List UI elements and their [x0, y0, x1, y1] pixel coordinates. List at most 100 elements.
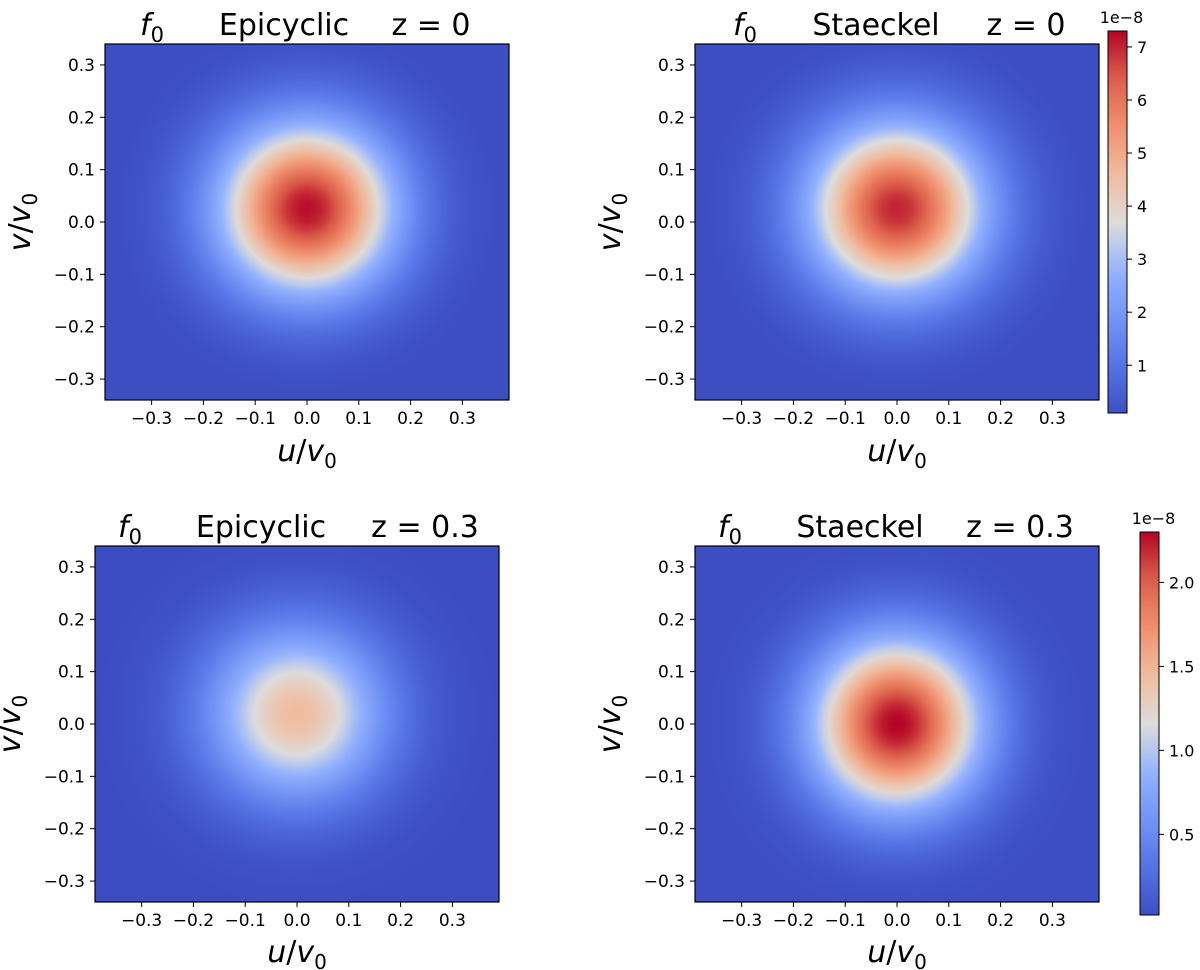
y-tick-label: −0.3	[644, 872, 685, 892]
x-tick-label: 0.0	[883, 911, 910, 931]
heatmap-area	[95, 546, 499, 902]
heatmap-density	[95, 546, 499, 902]
y-tick-label: 0.2	[658, 610, 685, 630]
panel-title-z: z = 0.3	[966, 510, 1074, 545]
x-axis-label: u/v0	[277, 434, 337, 473]
x-tick-label: −0.2	[773, 409, 814, 429]
panel-title-func: f0	[118, 510, 142, 549]
panel-title-z: z = 0	[986, 8, 1065, 43]
x-tick-label: −0.1	[825, 911, 866, 931]
x-tick-label: 0.2	[397, 409, 424, 429]
colorbar-tick-label: 1.5	[1169, 657, 1194, 676]
y-tick-label: −0.1	[644, 767, 685, 787]
y-tick-label: 0.3	[658, 56, 685, 76]
x-tick-label: 0.1	[935, 409, 962, 429]
x-tick-label: −0.2	[173, 911, 214, 931]
y-tick-label: 0.3	[68, 56, 95, 76]
panel-title-func: f0	[718, 510, 742, 549]
colorbar-tick-label: 0.5	[1169, 825, 1194, 844]
y-tick-label: 0.0	[658, 715, 685, 735]
panel-title-method: Staeckel	[812, 8, 939, 43]
colorbar-frame	[1107, 30, 1128, 414]
y-ticks: 0.3 0.2 0.1 0.0 −0.1 −0.2 −0.3	[54, 56, 105, 390]
panel-title-func-sub: 0	[744, 23, 757, 47]
x-tick-label: 0.3	[449, 409, 476, 429]
colorbar: 0.5 1.0 1.5 2.0 1e−8	[1132, 509, 1194, 916]
y-tick-label: 0.1	[68, 161, 95, 181]
y-tick-label: 0.2	[68, 108, 95, 128]
x-axis-label: u/v0	[267, 935, 327, 970]
colorbar-tick-label: 3	[1137, 250, 1147, 269]
heatmap-density	[105, 44, 509, 400]
x-ticks: −0.3 −0.2 −0.1 0.0 0.1 0.2 0.3	[721, 902, 1066, 931]
x-tick-label: 0.3	[439, 911, 466, 931]
panel-title-z: z = 0.3	[371, 510, 479, 545]
y-ticks: 0.3 0.2 0.1 0.0 −0.1 −0.2 −0.3	[644, 56, 695, 390]
y-tick-label: −0.2	[644, 820, 685, 840]
colorbar-tick-label: 6	[1137, 91, 1147, 110]
colorbar-ticks: 0.5 1.0 1.5 2.0	[1159, 573, 1194, 844]
x-ticks: −0.3 −0.2 −0.1 0.0 0.1 0.2 0.3	[121, 902, 466, 931]
x-tick-label: 0.3	[1039, 911, 1066, 931]
colorbar-frame	[1139, 531, 1160, 916]
y-tick-label: 0.0	[58, 715, 85, 735]
x-tick-label: 0.2	[987, 911, 1014, 931]
y-tick-label: 0.3	[58, 558, 85, 578]
panel-title-method: Epicyclic	[219, 8, 349, 43]
panel-staeckel-z0: f0 Staeckel z = 0 −0.3 −0.2 −0.1 0.0 0.1 0.2 0…	[593, 8, 1147, 473]
colorbar-tick-label: 1	[1137, 356, 1147, 375]
panel-title-method: Epicyclic	[196, 510, 326, 545]
panel-epicyclic-z03: f0 Epicyclic z = 0.3 −0.3 −0.2 −0.1 0.0 0.1 0…	[0, 510, 500, 970]
x-tick-label: 0.0	[283, 911, 310, 931]
y-tick-label: −0.3	[44, 872, 85, 892]
x-axis-label: u/v0	[867, 434, 927, 473]
panel-title-method: Staeckel	[796, 510, 923, 545]
x-ticks: −0.3 −0.2 −0.1 0.0 0.1 0.2 0.3	[131, 400, 476, 429]
y-tick-label: 0.2	[658, 108, 685, 128]
x-tick-label: 0.1	[935, 911, 962, 931]
y-axis-label: v/v0	[593, 193, 632, 251]
y-tick-label: 0.1	[658, 161, 685, 181]
heatmap-area	[105, 44, 509, 400]
y-tick-label: 0.3	[658, 558, 685, 578]
y-tick-label: −0.2	[644, 318, 685, 338]
y-axis-label: v/v0	[3, 193, 42, 251]
y-tick-label: −0.3	[54, 370, 95, 390]
panel-title-func: f0	[140, 8, 164, 47]
x-tick-label: −0.3	[121, 911, 162, 931]
x-tick-label: −0.1	[825, 409, 866, 429]
colorbar-gradient	[1140, 532, 1159, 915]
y-tick-label: −0.1	[54, 265, 95, 285]
panel-title-z: z = 0	[391, 8, 470, 43]
colorbar-ticks: 1 2 3 4 5 6 7	[1127, 38, 1147, 375]
colorbar-tick-label: 5	[1137, 144, 1147, 163]
colorbar-tick-label: 2	[1137, 303, 1147, 322]
x-tick-label: 0.2	[387, 911, 414, 931]
panel-staeckel-z03: f0 Staeckel z = 0.3 −0.3 −0.2 −0.1 0.0 0.1 0.…	[593, 509, 1194, 970]
colorbar-tick-label: 1.0	[1169, 741, 1194, 760]
panel-epicyclic-z0: f0 Epicyclic z = 0 −0.3 −0.2 −0.1 0.0 0.1 0.2…	[3, 8, 510, 473]
x-axis-label: u/v0	[867, 935, 927, 970]
x-tick-label: −0.3	[131, 409, 172, 429]
panel-title-func: f0	[733, 8, 757, 47]
x-ticks: −0.3 −0.2 −0.1 0.0 0.1 0.2 0.3	[721, 400, 1066, 429]
y-axis-label: v/v0	[0, 695, 32, 753]
x-tick-label: −0.3	[721, 409, 762, 429]
x-tick-label: −0.2	[183, 409, 224, 429]
colorbar: 1 2 3 4 5 6 7 1e−8	[1100, 8, 1147, 414]
y-tick-label: 0.0	[68, 213, 95, 233]
y-ticks: 0.3 0.2 0.1 0.0 −0.1 −0.2 −0.3	[644, 558, 695, 892]
heatmap-area	[695, 546, 1099, 902]
x-tick-label: 0.1	[335, 911, 362, 931]
x-tick-label: 0.1	[345, 409, 372, 429]
panel-title-func-sub: 0	[729, 525, 742, 549]
x-tick-label: 0.3	[1039, 409, 1066, 429]
x-tick-label: −0.3	[721, 911, 762, 931]
y-tick-label: −0.1	[44, 767, 85, 787]
y-tick-label: 0.2	[58, 610, 85, 630]
y-axis-label: v/v0	[593, 695, 632, 753]
y-tick-label: 0.1	[58, 663, 85, 683]
colorbar-tick-label: 4	[1137, 197, 1147, 216]
y-tick-label: −0.2	[44, 820, 85, 840]
